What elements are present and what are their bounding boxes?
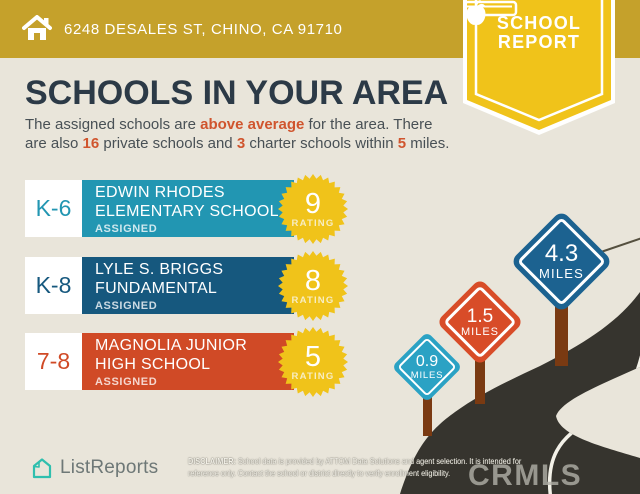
rating-badge: 9 RATING	[278, 174, 348, 244]
listreports-house-icon	[32, 458, 52, 479]
book-icon	[463, 0, 518, 17]
school-info-bar: LYLE S. BRIGGS FUNDAMENTAL ASSIGNED	[82, 257, 294, 314]
rating-label: RATING	[291, 294, 335, 306]
sign-miles-value: 1.5	[466, 305, 494, 327]
sign-miles-value: 0.9	[415, 352, 439, 370]
school-name-line1: LYLE S. BRIGGS	[95, 260, 224, 278]
school-card-magnolia-junior: 7-8 MAGNOLIA JUNIOR HIGH SCHOOL ASSIGNED…	[25, 327, 355, 397]
grade-range: K-6	[25, 180, 82, 237]
rating-badge: 5 RATING	[278, 327, 348, 397]
sign-miles-unit: MILES	[410, 369, 444, 381]
rating-value: 8	[304, 264, 322, 297]
school-card-edwin-rhodes: K-6 EDWIN RHODES ELEMENTARY SCHOOL ASSIG…	[25, 174, 355, 244]
disclaimer-text: DISCLAIMER: School data is provided by A…	[188, 456, 549, 479]
page-title: SCHOOLS IN YOUR AREA	[25, 74, 449, 112]
house-icon	[22, 15, 52, 40]
ribbon-inner-stroke	[474, 0, 604, 122]
disclaimer-label: DISCLAIMER:	[188, 456, 236, 466]
distance-sign-4-3: 4.3 MILES	[509, 209, 614, 314]
crmls-watermark: CRMLS	[468, 459, 583, 492]
property-address: 6248 DESALES ST, CHINO, CA 91710	[64, 20, 343, 38]
sign-miles-value: 4.3	[544, 240, 579, 267]
school-card-lyle-briggs: K-8 LYLE S. BRIGGS FUNDAMENTAL ASSIGNED …	[25, 251, 355, 321]
rating-label: RATING	[291, 217, 335, 229]
distance-sign-1-5: 1.5 MILES	[436, 278, 524, 366]
school-name-line2: HIGH SCHOOL	[95, 355, 211, 373]
rating-label: RATING	[291, 370, 335, 382]
rating-value: 5	[304, 340, 322, 373]
area-summary-text: The assigned schools are above average f…	[25, 116, 450, 152]
listreports-logo: ListReports	[30, 456, 158, 480]
school-name-line1: EDWIN RHODES	[95, 183, 225, 201]
grade-range: 7-8	[25, 333, 82, 390]
assigned-label: ASSIGNED	[95, 375, 158, 388]
school-report-ribbon: SCHOOL REPORT	[463, 0, 615, 140]
school-name-line1: MAGNOLIA JUNIOR	[95, 336, 248, 354]
ribbon-fill	[467, 0, 611, 130]
ribbon-title-line2: REPORT	[497, 32, 581, 52]
sign-miles-unit: MILES	[460, 325, 499, 338]
assigned-label: ASSIGNED	[95, 222, 158, 235]
school-info-bar: MAGNOLIA JUNIOR HIGH SCHOOL ASSIGNED	[82, 333, 294, 390]
listreports-wordmark: ListReports	[60, 457, 159, 478]
disclaimer-body: School data is provided by ATTOM Data So…	[188, 456, 522, 478]
ribbon-title-line1: SCHOOL	[496, 13, 582, 33]
horizon-line	[597, 237, 640, 254]
grade-range: K-8	[25, 257, 82, 314]
school-name-line2: ELEMENTARY SCHOOL	[95, 202, 279, 220]
school-info-bar: EDWIN RHODES ELEMENTARY SCHOOL ASSIGNED	[82, 180, 294, 237]
school-name-line2: FUNDAMENTAL	[95, 279, 218, 297]
rating-value: 9	[304, 187, 322, 220]
assigned-label: ASSIGNED	[95, 299, 158, 312]
sign-miles-unit: MILES	[538, 266, 584, 281]
rating-badge: 8 RATING	[278, 251, 348, 321]
